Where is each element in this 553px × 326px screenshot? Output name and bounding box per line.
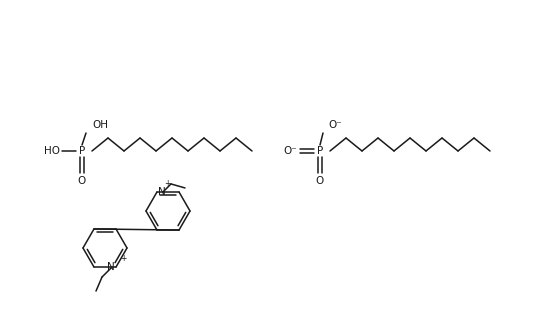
Text: O: O: [78, 176, 86, 186]
Text: O: O: [316, 176, 324, 186]
Text: O⁻: O⁻: [283, 146, 297, 156]
Text: HO: HO: [44, 146, 60, 156]
Text: OH: OH: [92, 120, 108, 130]
Text: P: P: [317, 146, 323, 156]
Text: N: N: [107, 262, 115, 272]
Text: +: +: [164, 179, 170, 188]
Text: P: P: [79, 146, 85, 156]
Text: +: +: [120, 254, 127, 263]
Text: O⁻: O⁻: [328, 120, 342, 130]
Text: N: N: [158, 187, 166, 197]
